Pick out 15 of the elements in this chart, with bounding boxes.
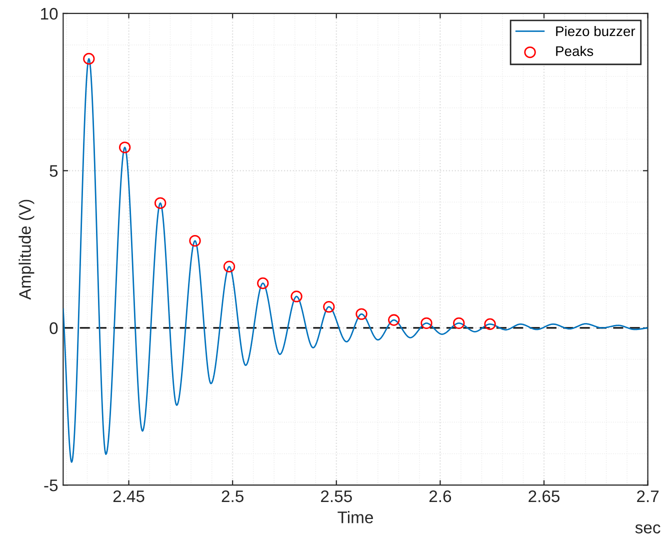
text: sec bbox=[635, 524, 660, 534]
x-tick-label: 2.65 bbox=[528, 490, 560, 502]
x-tick-label: 2.55 bbox=[321, 490, 352, 502]
y-tick-label: 10 bbox=[41, 8, 58, 20]
y-tick-label: -5 bbox=[44, 480, 58, 492]
x-tick-label: 2.6 bbox=[429, 490, 452, 502]
x-tick-label: 2.45 bbox=[113, 490, 144, 502]
legend-label: Piezo buzzer bbox=[556, 26, 636, 36]
x-tick-label: 2.7 bbox=[637, 490, 659, 502]
y-tick-label: 5 bbox=[50, 165, 58, 177]
x-axis-title: Time bbox=[338, 511, 373, 524]
x-tick-label: 2.5 bbox=[222, 490, 244, 502]
legend-label: Peaks bbox=[556, 46, 594, 56]
y-axis-title: Amplitude (V) bbox=[18, 200, 34, 300]
y-tick-label: 0 bbox=[50, 322, 58, 334]
